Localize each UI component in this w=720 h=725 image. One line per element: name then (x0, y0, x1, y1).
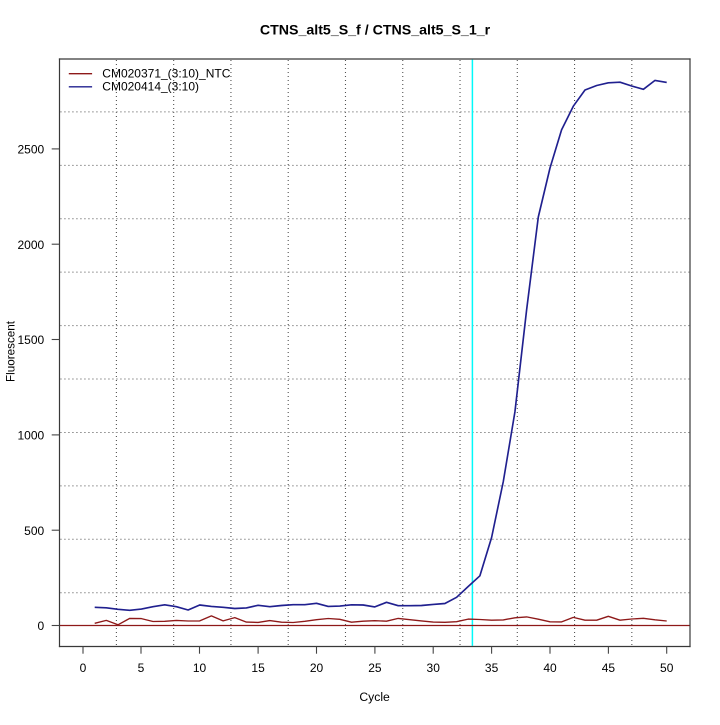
svg-text:Fluorescent: Fluorescent (4, 320, 17, 382)
svg-text:40: 40 (543, 661, 557, 675)
svg-text:2000: 2000 (17, 238, 44, 252)
svg-text:35: 35 (485, 661, 499, 675)
svg-text:2500: 2500 (17, 143, 44, 157)
svg-text:15: 15 (251, 661, 265, 675)
svg-text:25: 25 (368, 661, 382, 675)
svg-text:Cycle: Cycle (359, 690, 390, 704)
svg-text:10: 10 (193, 661, 207, 675)
svg-text:0: 0 (38, 619, 45, 633)
svg-text:0: 0 (80, 661, 87, 675)
svg-text:500: 500 (24, 524, 44, 538)
svg-text:1500: 1500 (17, 333, 44, 347)
svg-text:5: 5 (138, 661, 145, 675)
svg-text:50: 50 (660, 661, 674, 675)
svg-text:20: 20 (310, 661, 324, 675)
svg-text:1000: 1000 (17, 429, 44, 443)
svg-text:CM020414_(3:10): CM020414_(3:10) (102, 79, 199, 93)
svg-text:30: 30 (427, 661, 441, 675)
svg-text:CTNS_alt5_S_f / CTNS_alt5_S_1_: CTNS_alt5_S_f / CTNS_alt5_S_1_r (260, 23, 491, 39)
svg-text:CM020371_(3:10)_NTC: CM020371_(3:10)_NTC (102, 66, 230, 80)
svg-text:45: 45 (602, 661, 616, 675)
